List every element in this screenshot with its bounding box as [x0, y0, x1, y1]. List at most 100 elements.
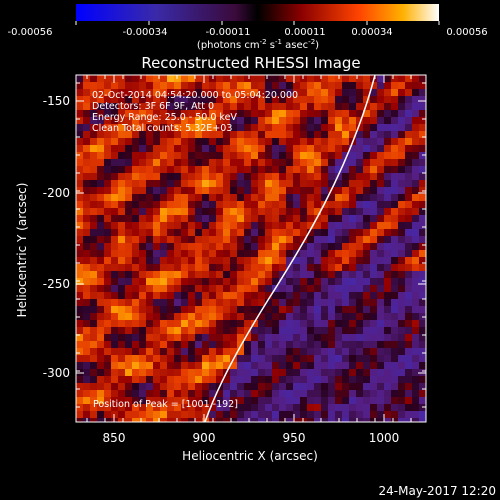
image-pixel — [132, 306, 140, 314]
image-pixel — [384, 271, 392, 279]
image-pixel — [111, 257, 119, 265]
image-pixel — [174, 89, 182, 97]
image-pixel — [216, 215, 224, 223]
image-pixel — [181, 145, 189, 153]
image-pixel — [237, 194, 245, 202]
image-pixel — [202, 180, 210, 188]
image-pixel — [405, 418, 413, 422]
image-pixel — [111, 278, 119, 286]
image-pixel — [111, 243, 119, 251]
image-pixel — [195, 313, 203, 321]
image-pixel — [146, 411, 154, 419]
image-pixel — [118, 124, 126, 132]
image-pixel — [244, 376, 252, 384]
image-pixel — [328, 292, 336, 300]
image-pixel — [83, 222, 91, 230]
image-pixel — [419, 243, 426, 251]
image-pixel — [237, 75, 245, 83]
image-pixel — [202, 222, 210, 230]
image-pixel — [384, 250, 392, 258]
image-pixel — [244, 166, 252, 174]
image-pixel — [377, 243, 385, 251]
image-pixel — [405, 103, 413, 111]
image-pixel — [146, 355, 154, 363]
image-pixel — [377, 306, 385, 314]
image-pixel — [111, 362, 119, 370]
image-pixel — [349, 103, 357, 111]
image-pixel — [202, 110, 210, 118]
image-pixel — [293, 152, 301, 160]
image-pixel — [398, 243, 406, 251]
image-pixel — [251, 404, 259, 412]
image-pixel — [223, 222, 231, 230]
image-pixel — [160, 215, 168, 223]
image-pixel — [188, 376, 196, 384]
image-pixel — [405, 180, 413, 188]
image-pixel — [328, 334, 336, 342]
image-pixel — [76, 152, 84, 160]
image-pixel — [300, 383, 308, 391]
image-pixel — [153, 278, 161, 286]
image-pixel — [370, 222, 378, 230]
image-pixel — [139, 75, 147, 83]
image-pixel — [167, 306, 175, 314]
image-pixel — [293, 222, 301, 230]
image-pixel — [209, 229, 217, 237]
image-pixel — [181, 236, 189, 244]
image-pixel — [300, 334, 308, 342]
image-pixel — [111, 152, 119, 160]
image-pixel — [405, 173, 413, 181]
image-pixel — [195, 103, 203, 111]
image-pixel — [349, 180, 357, 188]
image-pixel — [230, 285, 238, 293]
image-pixel — [244, 383, 252, 391]
image-pixel — [153, 208, 161, 216]
image-pixel — [321, 208, 329, 216]
image-pixel — [104, 89, 112, 97]
image-pixel — [342, 264, 350, 272]
image-pixel — [174, 243, 182, 251]
image-pixel — [132, 418, 140, 422]
image-pixel — [419, 215, 426, 223]
image-pixel — [391, 418, 399, 422]
image-pixel — [321, 131, 329, 139]
image-pixel — [167, 194, 175, 202]
image-pixel — [370, 110, 378, 118]
image-pixel — [251, 411, 259, 419]
image-pixel — [356, 369, 364, 377]
image-pixel — [160, 306, 168, 314]
image-pixel — [363, 334, 371, 342]
image-pixel — [321, 362, 329, 370]
image-pixel — [272, 418, 280, 422]
image-pixel — [419, 327, 426, 335]
image-pixel — [132, 96, 140, 104]
x-tick-label: 850 — [103, 431, 126, 445]
image-pixel — [216, 257, 224, 265]
image-pixel — [370, 159, 378, 167]
image-pixel — [209, 138, 217, 146]
image-pixel — [153, 145, 161, 153]
image-pixel — [209, 278, 217, 286]
image-pixel — [209, 369, 217, 377]
image-pixel — [97, 285, 105, 293]
image-pixel — [132, 117, 140, 125]
image-pixel — [363, 285, 371, 293]
image-pixel — [419, 103, 426, 111]
image-pixel — [104, 187, 112, 195]
image-pixel — [335, 243, 343, 251]
image-pixel — [377, 215, 385, 223]
image-pixel — [293, 229, 301, 237]
image-pixel — [111, 75, 119, 83]
image-pixel — [97, 278, 105, 286]
image-pixel — [132, 411, 140, 419]
image-pixel — [321, 194, 329, 202]
image-pixel — [230, 299, 238, 307]
image-pixel — [272, 390, 280, 398]
image-pixel — [258, 110, 266, 118]
image-pixel — [97, 145, 105, 153]
image-pixel — [286, 166, 294, 174]
image-pixel — [83, 327, 91, 335]
image-pixel — [391, 299, 399, 307]
image-pixel — [307, 201, 315, 209]
image-pixel — [384, 285, 392, 293]
